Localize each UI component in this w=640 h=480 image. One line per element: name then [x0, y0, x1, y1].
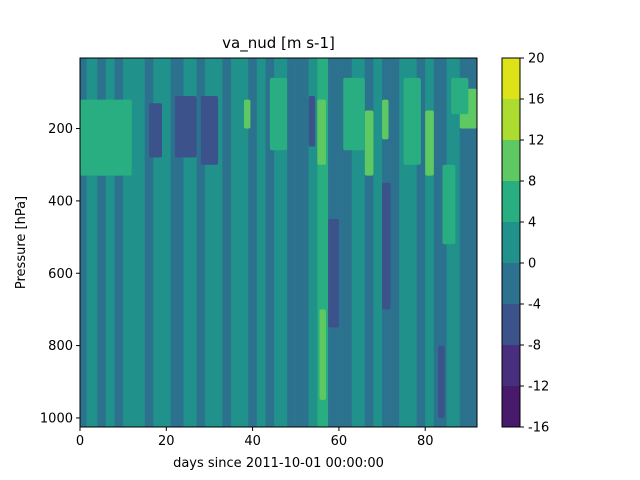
field-feature-14: [343, 77, 365, 151]
plot-area: [80, 58, 477, 427]
x-tick-label-4: 80: [417, 434, 434, 449]
field-feature-7: [425, 110, 434, 176]
field-band-34: [459, 58, 477, 427]
field-band-14: [248, 58, 257, 427]
field-feature-1: [200, 95, 219, 165]
field-feature-2: [149, 103, 162, 158]
field-feature-12: [451, 77, 469, 115]
field-feature-6: [382, 99, 389, 140]
field-feature-17: [382, 182, 391, 310]
field-band-2: [97, 58, 106, 427]
field-band-28: [390, 58, 400, 427]
colorbar-tick-label-5: 4: [528, 216, 536, 231]
field-feature-11: [319, 309, 326, 400]
x-tick-label-3: 60: [331, 434, 348, 449]
chart-title: va_nud [m s-1]: [222, 34, 335, 53]
field-band-1: [86, 58, 98, 427]
field-feature-16: [80, 99, 132, 176]
field-band-16: [265, 58, 275, 427]
colorbar-tick-label-6: 8: [528, 175, 536, 190]
field-band-6: [144, 58, 154, 427]
colorbar-ticks: -16 -12 -8 -4 0 4 8 12 16 20: [520, 52, 549, 436]
field-feature-3: [328, 218, 339, 328]
field-band-18: [287, 58, 296, 427]
field-feature-4: [308, 95, 316, 147]
colorbar-tick-label-1: -12: [528, 380, 549, 395]
colorbar-frame: [501, 57, 521, 428]
field-feature-15: [403, 77, 421, 165]
colorbar-segment-8: [502, 58, 520, 99]
field-band-31: [425, 58, 434, 427]
colorbar-tick-label-4: 0: [528, 257, 536, 272]
field-feature-18: [438, 345, 445, 418]
colorbar-tick-label-9: 20: [528, 52, 545, 67]
y-tick-label-4: 1000: [40, 411, 73, 426]
field-feature-9: [243, 99, 251, 129]
field-band-19: [295, 58, 309, 427]
colorbar-tick-label-3: -4: [528, 298, 541, 313]
field-band-10: [196, 58, 206, 427]
colorbar-tick-label-8: 16: [528, 93, 545, 108]
colorbar-segment-7: [502, 99, 520, 140]
x-tick-label-0: 0: [76, 434, 84, 449]
field-band-25: [364, 58, 374, 427]
colorbar-segment-3: [502, 263, 520, 304]
field-band-12: [222, 58, 232, 427]
field-band-13: [231, 58, 249, 427]
field-band-30: [416, 58, 426, 427]
y-tick-label-1: 400: [48, 194, 73, 209]
field-band-3: [105, 58, 115, 427]
field-feature-0: [174, 95, 197, 158]
x-axis: 0 20 40 60 80: [76, 427, 434, 449]
y-tick-label-3: 800: [48, 339, 73, 354]
plot-frame: [79, 57, 478, 428]
y-axis-label: Pressure [hPa]: [14, 196, 29, 289]
field-feature-10: [317, 99, 326, 165]
field-band-32: [433, 58, 447, 427]
colorbar-segment-2: [502, 304, 520, 345]
y-axis: 200 400 600 800 1000: [40, 122, 80, 426]
colorbar-tick-label-2: -8: [528, 339, 541, 354]
y-tick-label-2: 600: [48, 267, 73, 282]
colorbar: [502, 58, 520, 427]
field-band-15: [256, 58, 266, 427]
field-band-26: [373, 58, 383, 427]
x-tick-label-1: 20: [158, 434, 175, 449]
field-band-21: [317, 58, 329, 427]
field-feature-5: [364, 110, 374, 176]
field-band-4: [114, 58, 124, 427]
field-band-0: [80, 58, 87, 427]
x-axis-label: days since 2011-10-01 00:00:00: [173, 456, 384, 471]
y-tick-label-0: 200: [48, 122, 73, 137]
colorbar-tick-label-0: -16: [528, 421, 549, 436]
field-feature-13: [269, 77, 288, 151]
field-feature-19: [442, 164, 456, 245]
x-tick-label-2: 40: [244, 434, 261, 449]
colorbar-segment-4: [502, 222, 520, 263]
colorbar-segment-6: [502, 140, 520, 181]
colorbar-segment-0: [502, 386, 520, 427]
colorbar-segment-5: [502, 181, 520, 222]
field-band-20: [308, 58, 318, 427]
colorbar-tick-label-7: 12: [528, 134, 545, 149]
colorbar-segment-1: [502, 345, 520, 386]
